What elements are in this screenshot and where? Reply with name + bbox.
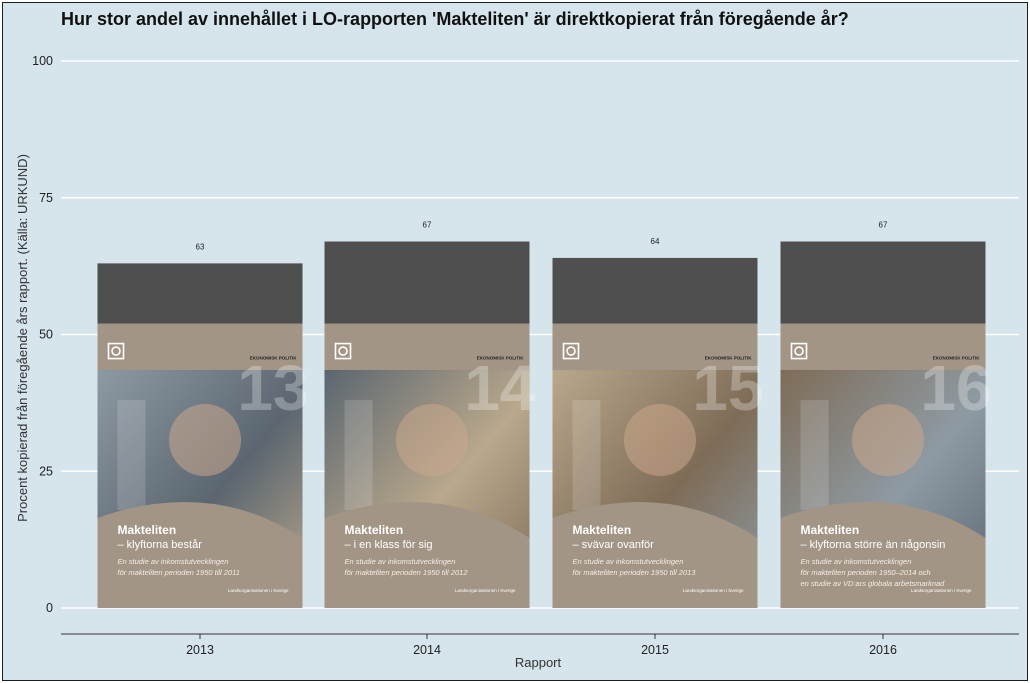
cover-number: 16 [920, 352, 991, 424]
cover-description: för makteliten perioden 1950 till 2013 [573, 568, 697, 577]
lo-logo-icon [334, 342, 352, 360]
data-label: 63 [196, 242, 205, 251]
cover-title: Makteliten [801, 523, 860, 537]
cover-photo-shape [852, 404, 924, 477]
chart-title: Hur stor andel av innehållet i LO-rappor… [61, 9, 849, 29]
y-tick-label: 50 [39, 328, 53, 342]
cover-tag: EKONOMISK POLITIK [933, 356, 981, 361]
x-axis-title: Rapport [515, 655, 562, 670]
x-tick-label: 2013 [186, 643, 214, 657]
cover-description: för makteliten perioden 1950–2014 och [801, 568, 931, 577]
cover-description: en studie av VD:ars globala arbetsmarkna… [801, 579, 946, 588]
cover-description: för makteliten perioden 1950 till 2012 [345, 568, 469, 577]
cover-photo-shape [344, 400, 373, 511]
cover-subtitle: – klyftorna består [118, 539, 203, 551]
lo-logo-icon-ring [794, 346, 804, 356]
y-tick-label: 100 [32, 54, 53, 68]
cover-subtitle: – i en klass för sig [345, 539, 433, 551]
cover-number: 13 [237, 352, 308, 424]
cover-description: En studie av inkomstutvecklingen [345, 557, 456, 566]
cover-description: En studie av inkomstutvecklingen [118, 557, 229, 566]
y-tick-label: 25 [39, 464, 53, 478]
cover-photo-shape [800, 400, 829, 511]
lo-logo-icon [107, 342, 125, 360]
data-label: 67 [423, 221, 432, 230]
cover-publisher: Landsorganisationen i Sverige [683, 588, 744, 593]
bar-chart: Hur stor andel av innehållet i LO-rappor… [15, 9, 1019, 670]
cover-description: En studie av inkomstutvecklingen [573, 557, 684, 566]
cover-photo-shape [572, 400, 601, 511]
cover-footer [552, 502, 758, 608]
cover-photo-shape [624, 404, 696, 477]
cover-header [97, 323, 303, 371]
cover-tag: EKONOMISK POLITIK [250, 356, 298, 361]
cover-description: En studie av inkomstutvecklingen [801, 557, 912, 566]
cover-publisher: Landsorganisationen i Sverige [228, 588, 289, 593]
cover-photo-shape [396, 404, 468, 477]
cover-photo-shape [169, 404, 241, 477]
cover-subtitle: – svävar ovanför [573, 539, 655, 551]
x-tick-label: 2014 [413, 643, 441, 657]
cover-publisher: Landsorganisationen i Sverige [911, 588, 972, 593]
cover-subtitle: – klyftorna större än någonsin [801, 539, 946, 551]
cover-footer [324, 502, 530, 608]
lo-logo-icon [790, 342, 808, 360]
cover-header [552, 323, 758, 371]
y-tick-label: 75 [39, 191, 53, 205]
data-label: 67 [879, 221, 888, 230]
lo-logo-icon-ring [338, 346, 348, 356]
lo-logo-icon [562, 342, 580, 360]
cover-tag: EKONOMISK POLITIK [705, 356, 753, 361]
data-label: 64 [651, 237, 660, 246]
y-tick-label: 0 [46, 601, 53, 615]
cover-number: 14 [464, 352, 536, 424]
cover-number: 15 [692, 352, 763, 424]
lo-logo-icon-ring [566, 346, 576, 356]
cover-description: för makteliten perioden 1950 till 2011 [118, 568, 240, 577]
x-tick-label: 2016 [869, 643, 897, 657]
cover-tag: EKONOMISK POLITIK [477, 356, 525, 361]
cover-photo-shape [117, 400, 146, 511]
cover-header [780, 323, 986, 371]
cover-title: Makteliten [118, 523, 177, 537]
cover-footer [97, 502, 303, 608]
x-tick-label: 2015 [641, 643, 669, 657]
cover-title: Makteliten [573, 523, 632, 537]
cover-publisher: Landsorganisationen i Sverige [455, 588, 516, 593]
y-axis-title: Procent kopierad från föregående års rap… [15, 154, 30, 522]
cover-header [324, 323, 530, 371]
cover-footer [780, 502, 986, 608]
cover-title: Makteliten [345, 523, 404, 537]
lo-logo-icon-ring [111, 346, 121, 356]
